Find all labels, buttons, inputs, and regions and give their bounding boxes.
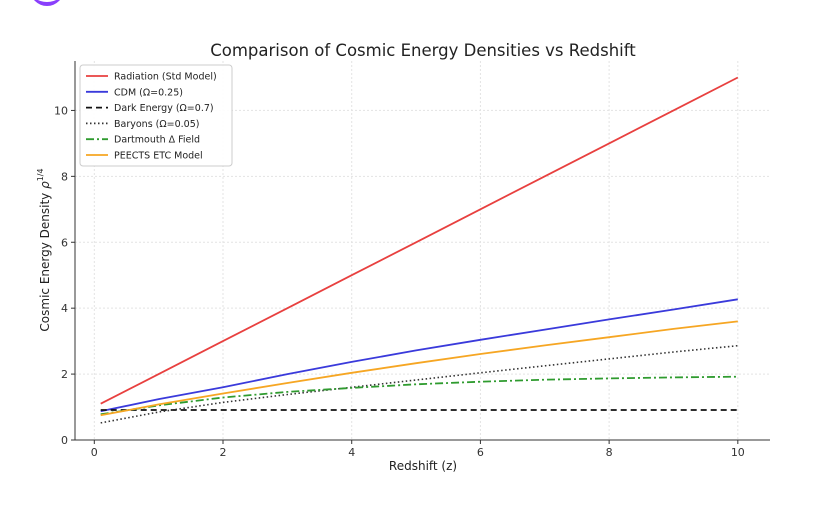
y-axis-label-exponent: 1/4 [36,168,45,181]
legend-label-4: Dartmouth Δ Field [114,135,200,146]
y-tick-label: 10 [54,104,68,117]
x-tick-label: 4 [348,446,355,459]
legend-label-0: Radiation (Std Model) [114,72,217,83]
series-line-1 [100,298,738,413]
legend-label-3: Baryons (Ω=0.05) [114,119,199,130]
partial-avatar-icon [30,0,64,6]
series-line-4 [100,375,738,416]
legend-box [79,64,233,167]
x-tick-label: 0 [91,446,98,459]
chart-title: Comparison of Cosmic Energy Densities vs… [210,41,636,60]
x-tick-label: 10 [731,446,745,459]
legend-label-2: Dark Energy (Ω=0.7) [114,103,214,114]
tick-marks: 0 2 4 6 8 10 0 2 4 6 8 10 [54,104,745,459]
x-axis-label: Redshift (z) [389,459,457,473]
y-axis-label-text: Cosmic Energy Density [38,189,52,332]
grid-lines [75,61,770,441]
y-tick-label: 4 [61,302,68,315]
x-tick-label: 2 [220,446,227,459]
axes [74,61,770,441]
y-tick-label: 6 [61,236,68,249]
series-line-0 [100,76,739,405]
y-tick-label: 8 [61,170,68,183]
legend-label-1: CDM (Ω=0.25) [114,87,183,98]
legend-label-5: PEECTS ETC Model [114,151,203,162]
series-line-5 [100,320,738,417]
x-tick-label: 8 [606,446,613,459]
y-tick-label: 2 [61,368,68,381]
y-axis-label: Cosmic Energy Density ρ1/4 [36,168,52,331]
x-tick-label: 6 [477,446,484,459]
series-lines [100,76,739,424]
legend: Radiation (Std Model) CDM (Ω=0.25) Dark En… [79,64,233,167]
y-tick-label: 0 [61,434,68,447]
y-axis-label-symbol: ρ [38,181,52,189]
